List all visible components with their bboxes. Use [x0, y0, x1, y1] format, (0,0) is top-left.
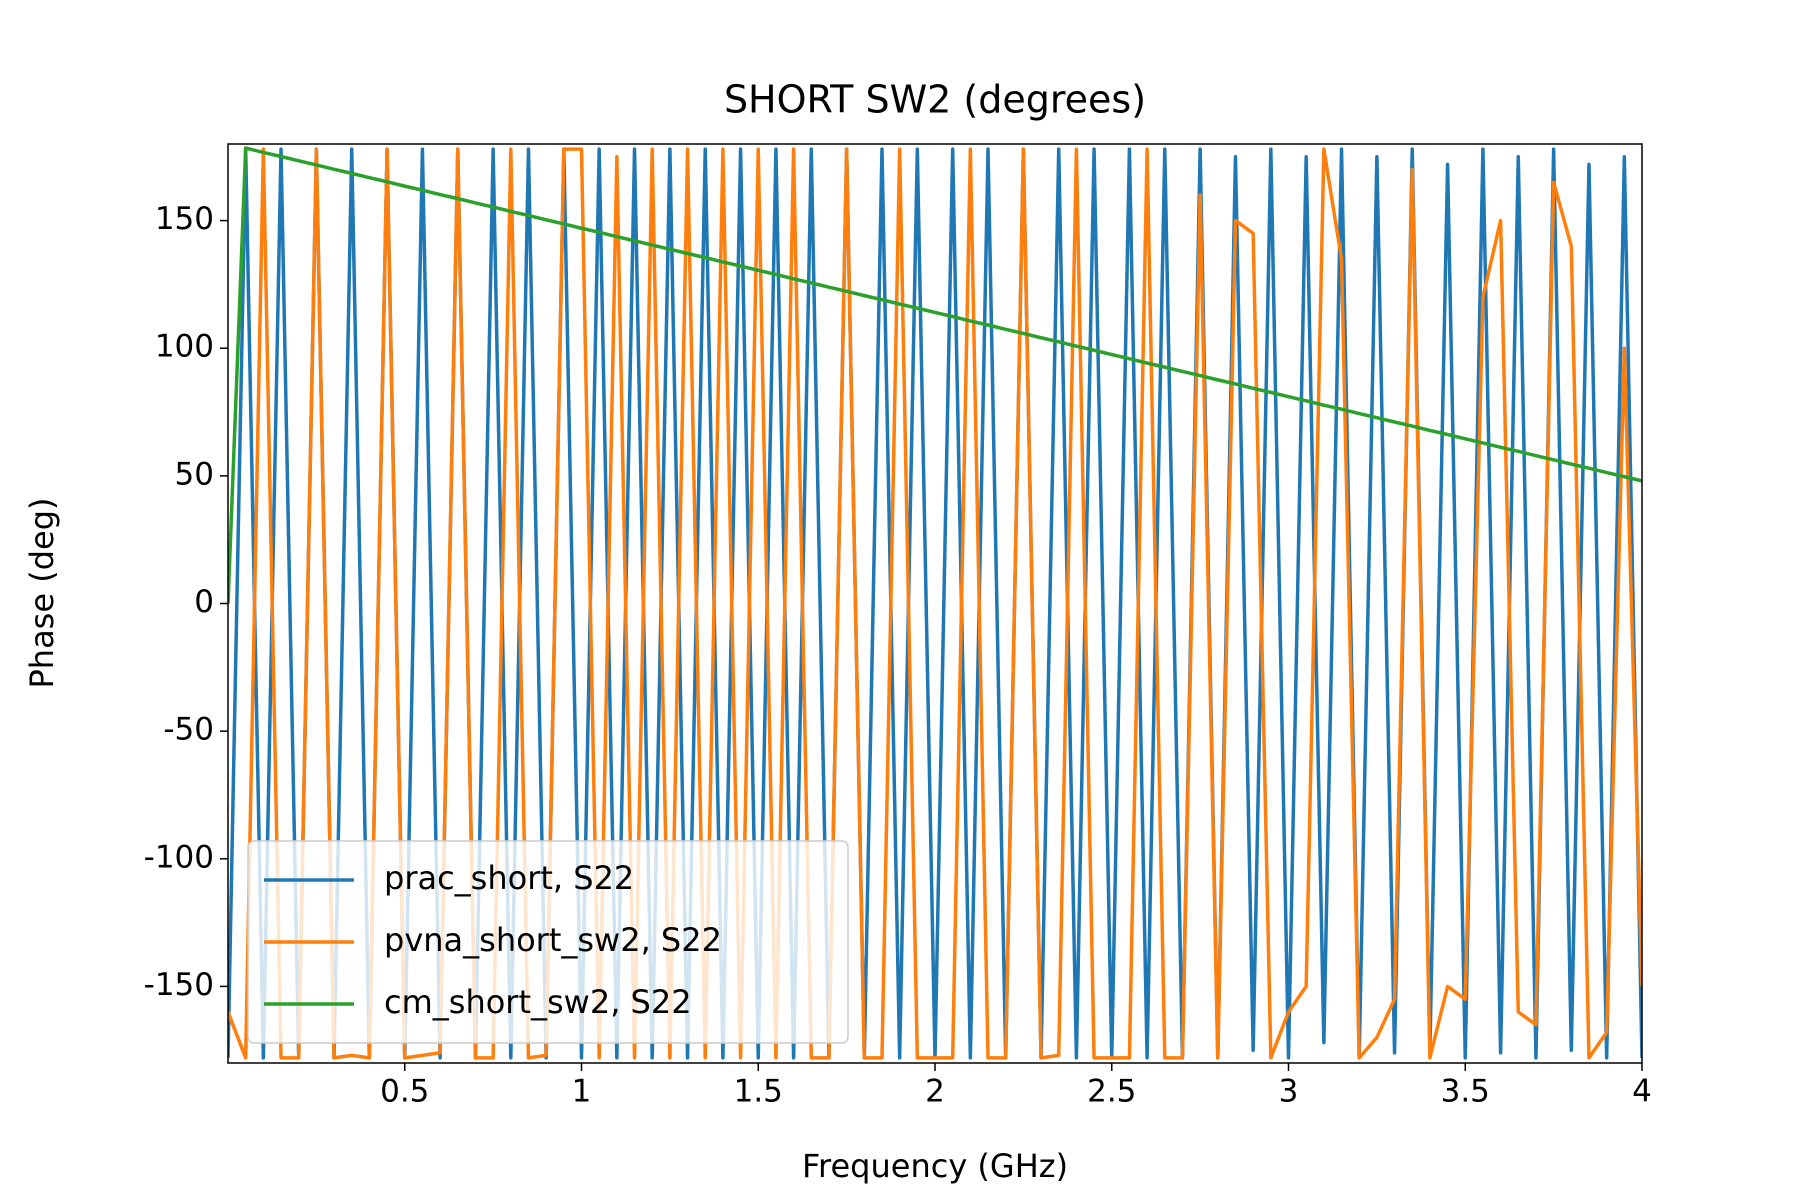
x-tick-label: 3.5 — [1441, 1074, 1490, 1110]
x-tick-label: 3 — [1279, 1074, 1299, 1110]
x-tick-label: 2.5 — [1087, 1074, 1136, 1110]
y-axis-label: Phase (deg) — [23, 498, 61, 689]
x-tick-label: 1 — [572, 1074, 592, 1110]
legend-label: pvna_short_sw2, S22 — [384, 921, 722, 959]
y-tick-label: -150 — [144, 967, 214, 1003]
legend-label: prac_short, S22 — [384, 859, 634, 897]
legend-box — [247, 840, 849, 1044]
x-tick-label: 4 — [1632, 1074, 1652, 1110]
y-tick-label: -50 — [163, 712, 214, 748]
legend-label: cm_short_sw2, S22 — [384, 983, 692, 1021]
chart-title: SHORT SW2 (degrees) — [724, 78, 1146, 122]
y-tick-label: 150 — [155, 201, 214, 237]
x-tick-label: 2 — [925, 1074, 945, 1110]
x-tick-label: 0.5 — [380, 1074, 429, 1110]
y-tick-label: 50 — [175, 456, 214, 492]
x-tick-label: 1.5 — [734, 1074, 783, 1110]
x-axis-label: Frequency (GHz) — [802, 1147, 1068, 1185]
series-line — [228, 146, 1642, 604]
series-line — [228, 147, 1642, 1060]
y-tick-label: 100 — [155, 329, 214, 365]
plot-frame — [227, 143, 1643, 1064]
y-tick-label: 0 — [194, 584, 214, 620]
y-tick-label: -100 — [144, 839, 214, 875]
